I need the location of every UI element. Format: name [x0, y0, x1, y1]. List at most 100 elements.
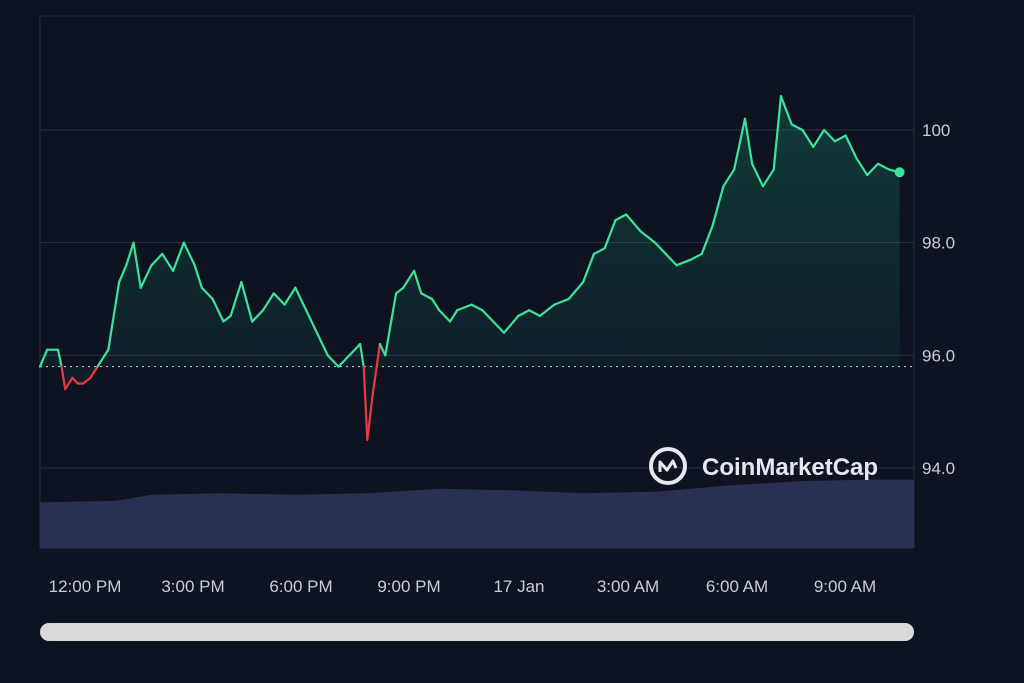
price-line-segment — [866, 162, 880, 177]
price-line-segment — [470, 303, 484, 312]
price-line — [38, 95, 901, 441]
price-line-segment — [366, 393, 374, 441]
price-line-segment — [107, 281, 121, 351]
price-line-segment — [125, 241, 135, 267]
price-line-segment — [664, 252, 678, 267]
price-line-segment — [337, 354, 351, 368]
price-line-segment — [779, 95, 793, 126]
price-line-segment — [812, 128, 826, 148]
price-line-segment — [182, 241, 196, 267]
price-line-segment — [251, 309, 265, 323]
price-line-segment — [240, 281, 254, 323]
volume-area — [40, 479, 914, 548]
price-line-segment — [481, 309, 495, 323]
last-price-marker[interactable] — [894, 167, 905, 178]
y-tick-label: 100 — [922, 121, 950, 140]
price-line-segment — [761, 168, 775, 188]
price-line-segment — [448, 309, 459, 323]
price-line-segment — [222, 314, 232, 323]
price-line-segment — [56, 348, 63, 368]
price-line-segment — [538, 303, 556, 317]
x-tick-label: 9:00 AM — [814, 577, 876, 596]
price-line-segment — [675, 258, 693, 267]
price-line-segment — [272, 292, 286, 306]
price-line-segment — [38, 348, 49, 368]
price-line-segment — [171, 241, 185, 272]
price-line-segment — [689, 252, 703, 261]
x-axis-labels: 12:00 PM 3:00 PM 6:00 PM 9:00 PM 17 Jan 3:00 … — [49, 577, 877, 596]
watermark: CoinMarketCap — [649, 447, 878, 485]
price-line-segment — [639, 230, 657, 244]
price-line-segment — [582, 252, 595, 284]
price-line-segment — [430, 297, 441, 312]
price-line-segment — [359, 342, 365, 368]
watermark-text: CoinMarketCap — [702, 454, 878, 481]
price-line-segment — [722, 168, 736, 188]
price-line-segment — [855, 157, 869, 177]
price-line-segment — [653, 241, 667, 256]
price-line-segment — [603, 219, 617, 250]
coinmarketcap-logo-icon — [649, 447, 687, 485]
x-tick-label: 6:00 PM — [269, 577, 332, 596]
price-line-segment — [261, 292, 275, 312]
price-line-segment — [193, 264, 203, 289]
price-line-segment — [362, 365, 369, 441]
price-line-segment — [371, 342, 381, 396]
price-line-segment — [132, 241, 142, 289]
price-line-segment — [567, 281, 585, 301]
price-line-segment — [438, 309, 452, 323]
price-line-segment — [733, 117, 747, 171]
price-line-segment — [71, 376, 79, 385]
price-line-segment — [89, 365, 99, 379]
price-line-segment — [348, 342, 362, 357]
price-line-segment — [211, 297, 225, 323]
price-line-segment — [64, 376, 74, 391]
time-range-scrollbar[interactable] — [40, 623, 914, 641]
price-line-segment — [528, 309, 542, 317]
volume-bars — [40, 479, 914, 548]
price-line-segment — [200, 286, 214, 301]
price-line-segment — [139, 264, 153, 289]
price-line-segment — [592, 247, 606, 256]
x-tick-label: 12:00 PM — [49, 577, 122, 596]
price-line-segment — [614, 213, 628, 222]
price-line-segment — [82, 376, 92, 385]
price-line-segment — [844, 134, 858, 160]
price-line-segment — [229, 281, 243, 317]
price-line-segment — [492, 320, 506, 334]
price-line-segment — [711, 185, 725, 227]
price-line-segment — [412, 269, 423, 295]
price-line-segment — [294, 286, 308, 312]
price-line-segment — [305, 309, 319, 334]
price-line-segment — [743, 117, 754, 165]
price-line-segment — [150, 252, 164, 267]
price-line-segment — [420, 292, 434, 301]
y-tick-label: 94.0 — [922, 459, 955, 478]
price-line-segment — [801, 128, 815, 148]
price-line-segment — [553, 297, 570, 306]
price-line-segment — [378, 342, 387, 357]
price-line-segment — [822, 128, 836, 143]
x-tick-label: 3:00 PM — [161, 577, 224, 596]
price-line-segment — [790, 123, 804, 132]
price-area — [40, 96, 900, 440]
price-line-segment — [60, 365, 67, 391]
x-tick-label: 9:00 PM — [377, 577, 440, 596]
y-axis-labels: 100 98.0 96.0 94.0 — [922, 121, 955, 478]
price-line-segment — [625, 213, 642, 233]
price-line-segment — [283, 286, 297, 306]
price-line-segment — [315, 331, 329, 357]
price-line-segment — [751, 162, 765, 188]
price-line-segment — [772, 95, 783, 171]
price-line-segment — [118, 264, 128, 284]
price-line-segment — [394, 286, 405, 295]
price-area-fill — [40, 96, 900, 440]
price-line-segment — [161, 252, 175, 272]
price-line-segment — [96, 348, 110, 368]
price-line-segment — [326, 354, 340, 368]
y-tick-label: 98.0 — [922, 234, 955, 253]
price-line-segment — [402, 269, 416, 289]
price-line-segment — [502, 314, 520, 334]
x-tick-label: 6:00 AM — [706, 577, 768, 596]
price-line-segment — [876, 162, 890, 171]
